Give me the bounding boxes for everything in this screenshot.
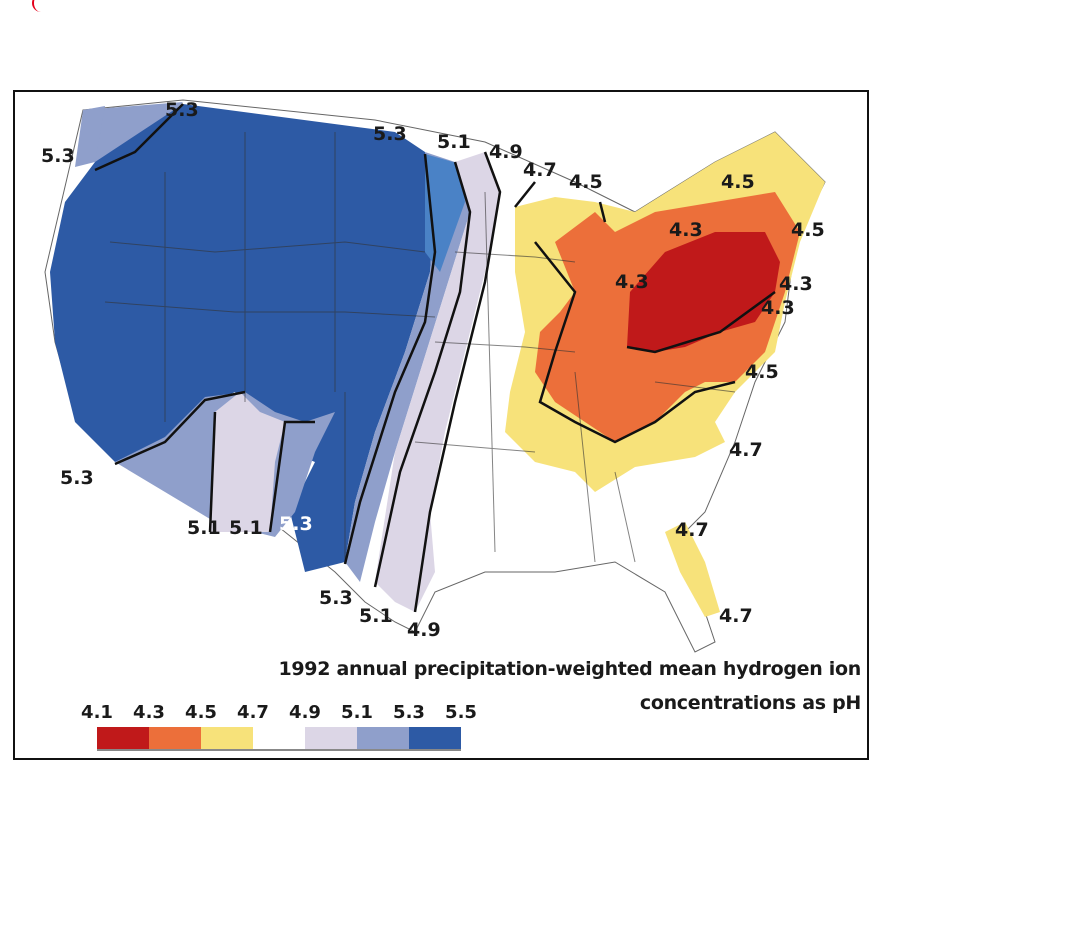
caption-line-2: concentrations as pH — [639, 692, 861, 714]
legend-swatch — [253, 727, 305, 749]
us-ph-map: 5.3 5.3 5.3 5.3 5.1 4.9 4.7 4.5 4.5 4.3 … — [41, 99, 826, 653]
state-boundaries — [104, 132, 736, 563]
zone-5-3-nw — [75, 106, 105, 167]
zone-5-1-west — [83, 102, 183, 162]
label-tx2: 5.1 — [359, 605, 393, 627]
label-west-nw: 5.3 — [41, 145, 75, 167]
zone-4-3-east — [627, 232, 780, 352]
label-plains-n: 5.3 — [373, 123, 407, 145]
legend-tick-label: 4.5 — [185, 702, 217, 723]
zone-5-5 — [50, 104, 435, 572]
label-tx3: 4.9 — [407, 619, 441, 641]
legend-swatch — [97, 727, 149, 749]
legend-tick-label: 4.9 — [289, 702, 321, 723]
label-carolina: 4.7 — [729, 439, 763, 461]
label-ne-w: 4.3 — [669, 219, 703, 241]
legend-color-bar — [97, 727, 461, 751]
label-ne-coast1: 4.3 — [779, 273, 813, 295]
zone-4-7-fl — [665, 522, 720, 617]
legend-tick-label: 4.3 — [133, 702, 165, 723]
label-fl-n: 4.7 — [675, 519, 709, 541]
label-tx1: 5.3 — [319, 587, 353, 609]
zone-5-1-plains — [375, 152, 500, 612]
legend-swatch — [201, 727, 253, 749]
legend-tick-label: 5.3 — [393, 702, 425, 723]
label-sw2: 5.1 — [229, 517, 263, 539]
label-sw3: 5.3 — [279, 513, 313, 535]
map-figure: 5.3 5.3 5.3 5.3 5.1 4.9 4.7 4.5 4.5 4.3 … — [13, 90, 869, 760]
label-oh: 4.3 — [615, 271, 649, 293]
contour-lines — [94, 103, 776, 613]
zone-5-1-sw — [210, 392, 285, 532]
legend-tick-label: 5.5 — [445, 702, 477, 723]
label-ne-coast2: 4.3 — [761, 297, 795, 319]
legend-tick-label: 4.7 — [237, 702, 269, 723]
label-lakes-n: 4.7 — [523, 159, 557, 181]
label-midatl: 4.5 — [745, 361, 779, 383]
caption-line-1: 1992 annual precipitation-weighted mean … — [278, 658, 861, 680]
legend-tick-labels: 4.1 4.3 4.5 4.7 4.9 5.1 5.3 5.5 — [67, 702, 487, 726]
map-caption: 1992 annual precipitation-weighted mean … — [141, 652, 861, 720]
label-plains-n3: 4.9 — [489, 141, 523, 163]
label-plains-n2: 5.1 — [437, 131, 471, 153]
legend-tick-label: 4.1 — [81, 702, 113, 723]
label-west-n: 5.3 — [165, 99, 199, 121]
label-maine: 4.5 — [721, 171, 755, 193]
legend-swatch — [305, 727, 357, 749]
legend-swatch — [149, 727, 201, 749]
label-ne-e: 4.5 — [791, 219, 825, 241]
legend-swatch — [409, 727, 461, 749]
label-west-sw: 5.3 — [60, 467, 94, 489]
red-mark — [32, 0, 48, 12]
label-lakes-n2: 4.5 — [569, 171, 603, 193]
label-sw1: 5.1 — [187, 517, 221, 539]
legend-tick-label: 5.1 — [341, 702, 373, 723]
label-fl-s: 4.7 — [719, 605, 753, 627]
legend-swatch — [357, 727, 409, 749]
